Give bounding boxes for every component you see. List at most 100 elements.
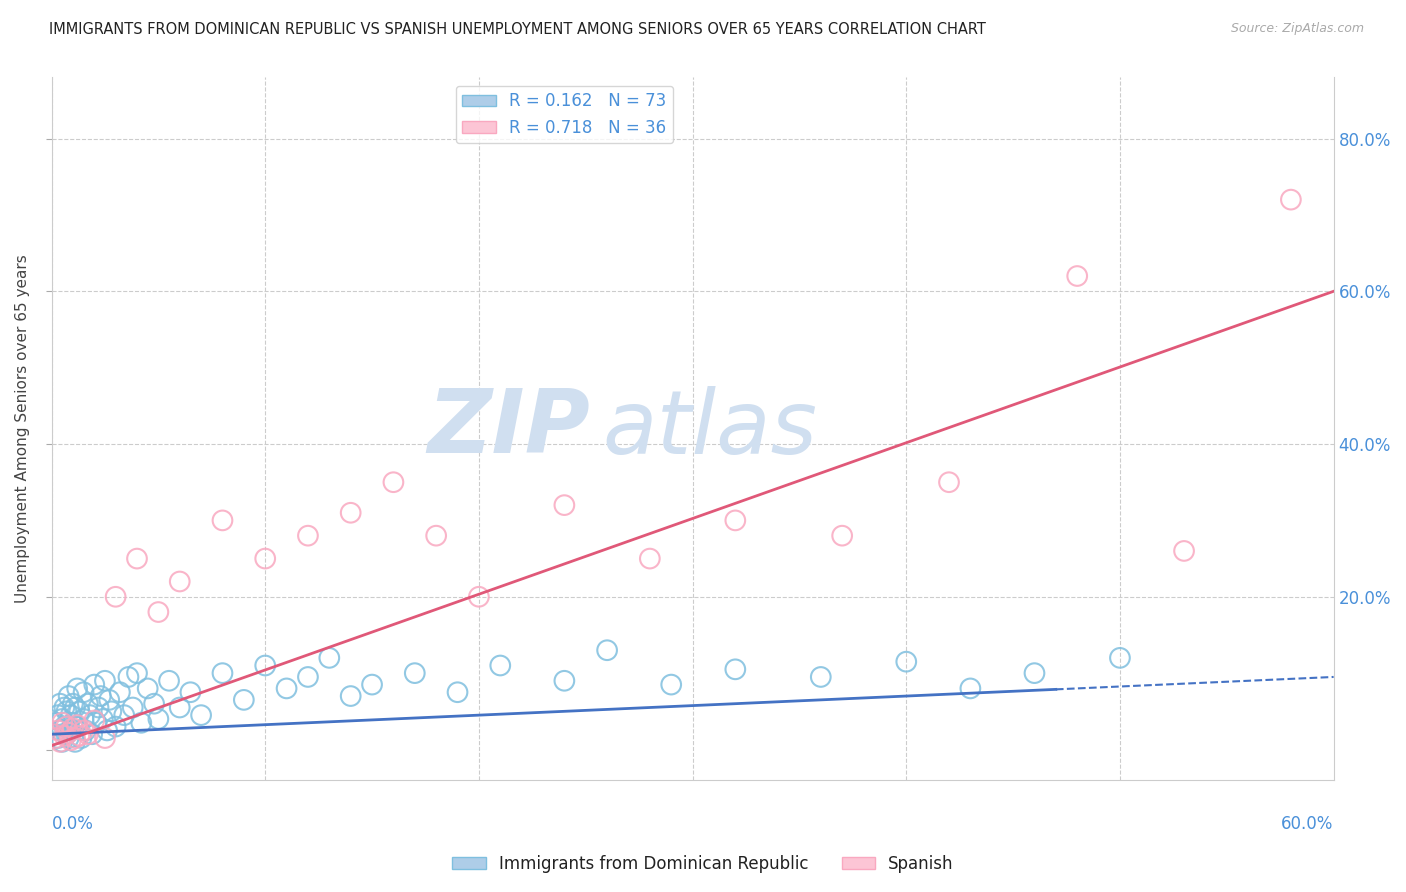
Point — [91, 712, 114, 726]
Point — [66, 720, 89, 734]
Point — [169, 700, 191, 714]
Point — [297, 529, 319, 543]
Point — [86, 715, 108, 730]
Point — [83, 714, 105, 728]
Point — [112, 708, 135, 723]
Point — [938, 475, 960, 490]
Point — [46, 731, 69, 745]
Point — [66, 718, 89, 732]
Point — [59, 723, 82, 738]
Point — [63, 731, 86, 745]
Point — [468, 590, 491, 604]
Point — [96, 723, 118, 738]
Point — [404, 666, 426, 681]
Point — [100, 704, 122, 718]
Point — [58, 725, 80, 739]
Text: atlas: atlas — [603, 385, 818, 472]
Point — [211, 513, 233, 527]
Text: ZIP: ZIP — [427, 385, 591, 472]
Point — [70, 731, 93, 745]
Point — [63, 735, 86, 749]
Point — [58, 689, 80, 703]
Point — [59, 733, 82, 747]
Text: IMMIGRANTS FROM DOMINICAN REPUBLIC VS SPANISH UNEMPLOYMENT AMONG SENIORS OVER 65: IMMIGRANTS FROM DOMINICAN REPUBLIC VS SP… — [49, 22, 986, 37]
Point — [75, 723, 97, 738]
Point — [53, 700, 76, 714]
Point — [79, 708, 101, 723]
Point — [49, 735, 72, 749]
Point — [117, 670, 139, 684]
Point — [596, 643, 619, 657]
Point — [1066, 268, 1088, 283]
Point — [659, 677, 682, 691]
Text: Source: ZipAtlas.com: Source: ZipAtlas.com — [1230, 22, 1364, 36]
Point — [63, 700, 86, 714]
Point — [94, 673, 117, 688]
Point — [55, 727, 77, 741]
Text: 0.0%: 0.0% — [52, 815, 93, 833]
Point — [90, 689, 112, 703]
Point — [148, 712, 170, 726]
Point — [136, 681, 159, 696]
Point — [82, 727, 104, 741]
Point — [62, 697, 84, 711]
Point — [58, 731, 80, 745]
Point — [51, 715, 73, 730]
Point — [831, 529, 853, 543]
Point — [76, 727, 98, 741]
Point — [382, 475, 405, 490]
Point — [72, 685, 94, 699]
Point — [42, 727, 65, 741]
Point — [83, 677, 105, 691]
Point — [148, 605, 170, 619]
Point — [94, 731, 117, 745]
Point — [724, 662, 747, 676]
Point — [553, 673, 575, 688]
Point — [87, 700, 110, 714]
Point — [143, 697, 166, 711]
Point — [72, 712, 94, 726]
Point — [55, 704, 77, 718]
Point — [190, 708, 212, 723]
Point — [59, 708, 82, 723]
Point — [724, 513, 747, 527]
Point — [46, 723, 69, 738]
Point — [125, 666, 148, 681]
Point — [62, 721, 84, 735]
Point — [553, 498, 575, 512]
Point — [179, 685, 201, 699]
Point — [98, 693, 121, 707]
Point — [318, 651, 340, 665]
Point — [425, 529, 447, 543]
Point — [446, 685, 468, 699]
Point — [959, 681, 981, 696]
Point — [53, 720, 76, 734]
Legend: Immigrants from Dominican Republic, Spanish: Immigrants from Dominican Republic, Span… — [446, 848, 960, 880]
Point — [121, 700, 143, 714]
Point — [45, 731, 67, 745]
Y-axis label: Unemployment Among Seniors over 65 years: Unemployment Among Seniors over 65 years — [15, 254, 30, 603]
Point — [104, 720, 127, 734]
Point — [810, 670, 832, 684]
Point — [638, 551, 661, 566]
Legend: R = 0.162   N = 73, R = 0.718   N = 36: R = 0.162 N = 73, R = 0.718 N = 36 — [456, 86, 673, 144]
Point — [232, 693, 254, 707]
Point — [1279, 193, 1302, 207]
Point — [297, 670, 319, 684]
Point — [125, 551, 148, 566]
Point — [67, 729, 90, 743]
Point — [157, 673, 180, 688]
Point — [489, 658, 512, 673]
Point — [896, 655, 918, 669]
Point — [108, 685, 131, 699]
Point — [53, 729, 76, 743]
Point — [1173, 544, 1195, 558]
Point — [254, 658, 277, 673]
Point — [45, 715, 67, 730]
Point — [72, 723, 94, 738]
Point — [129, 715, 152, 730]
Text: 60.0%: 60.0% — [1281, 815, 1334, 833]
Point — [339, 689, 361, 703]
Point — [67, 704, 90, 718]
Point — [46, 708, 69, 723]
